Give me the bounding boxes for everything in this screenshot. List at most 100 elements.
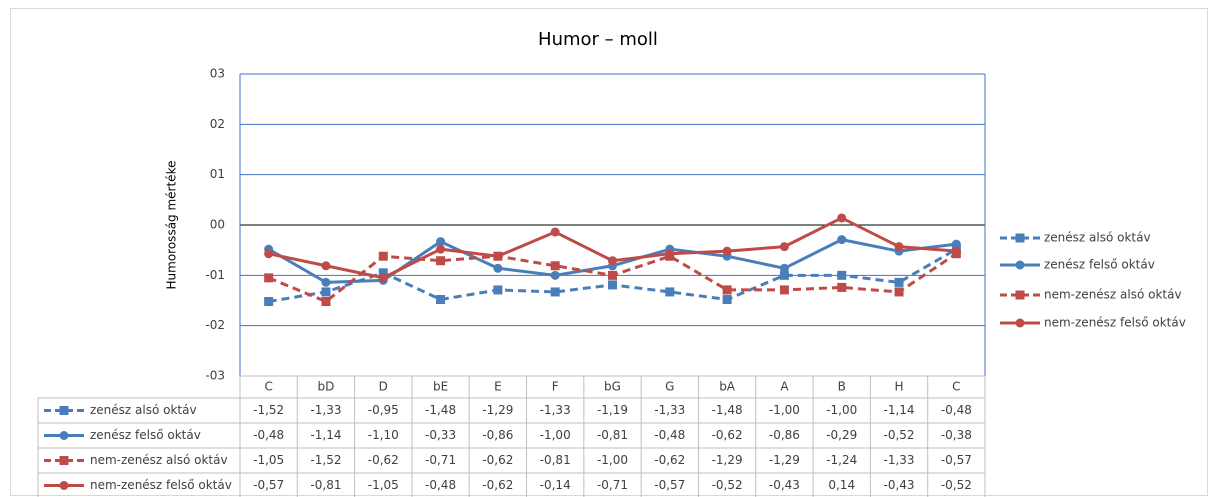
table-value: -0,52 [884, 428, 915, 442]
y-tick-label: 03 [210, 67, 225, 81]
table-value: -1,00 [540, 428, 571, 442]
y-tick-label: -01 [205, 268, 225, 282]
data-point [894, 242, 904, 252]
x-tick-label: bA [719, 380, 736, 394]
table-value: -0,52 [712, 478, 743, 492]
table-value: -0,86 [482, 428, 513, 442]
data-point [436, 294, 446, 304]
data-point [550, 287, 560, 297]
legend-marker [1015, 318, 1025, 328]
table-value: -1,00 [769, 403, 800, 417]
table-value: -1,33 [884, 453, 915, 467]
table-value: -1,14 [310, 428, 341, 442]
table-value: -0,48 [425, 478, 456, 492]
table-value: -1,33 [654, 403, 685, 417]
data-point [837, 270, 847, 280]
legend-marker [59, 431, 69, 440]
table-value: -0,71 [597, 478, 628, 492]
table-value: -1,48 [712, 403, 743, 417]
data-point [436, 244, 446, 254]
table-value: -0,14 [540, 478, 571, 492]
data-point [779, 242, 789, 252]
legend-label: zenész felső oktáv [1044, 258, 1155, 272]
table-value: -1,52 [310, 453, 341, 467]
x-tick-label: bD [318, 380, 335, 394]
table-value: -0,62 [712, 428, 743, 442]
data-point [951, 239, 961, 249]
x-tick-label: C [264, 380, 272, 394]
data-point [608, 256, 617, 266]
table-value: -1,48 [425, 403, 456, 417]
x-tick-label: E [494, 380, 502, 394]
y-tick-label: 02 [210, 117, 225, 131]
table-value: -1,33 [310, 403, 341, 417]
data-point [378, 273, 388, 283]
table-value: -0,62 [368, 453, 399, 467]
table-value: -0,43 [769, 478, 800, 492]
y-tick-label: -03 [205, 369, 225, 383]
table-value: -0,29 [826, 428, 857, 442]
table-value: -0,57 [941, 453, 972, 467]
table-value: -1,52 [253, 403, 284, 417]
data-point [493, 251, 503, 261]
legend-marker [1015, 233, 1025, 243]
chart-title: Humor – moll [538, 29, 658, 50]
data-point [321, 297, 331, 307]
table-value: -1,24 [826, 453, 857, 467]
y-tick-label: -02 [205, 318, 225, 332]
table-value: -1,10 [368, 428, 399, 442]
table-value: -1,00 [826, 403, 857, 417]
data-point [779, 270, 789, 280]
table-series-name: zenész alsó oktáv [90, 403, 197, 417]
data-point [779, 263, 789, 273]
data-point [378, 268, 388, 278]
data-point [894, 277, 904, 287]
table-value: -0,62 [482, 478, 513, 492]
data-point [837, 213, 847, 223]
table-value: -1,29 [712, 453, 743, 467]
x-tick-label: G [665, 380, 674, 394]
x-tick-label: bG [604, 380, 621, 394]
table-series-name: nem-zenész felső oktáv [90, 478, 232, 492]
legend-marker [59, 481, 69, 490]
table-value: -0,33 [425, 428, 456, 442]
data-point [321, 277, 331, 287]
legend-label: nem-zenész alsó oktáv [1044, 288, 1182, 302]
legend-marker [59, 456, 69, 465]
data-point [722, 285, 732, 295]
table-value: -0,52 [941, 478, 972, 492]
x-tick-label: D [379, 380, 388, 394]
data-point [550, 227, 560, 237]
table-value: -1,00 [597, 453, 628, 467]
x-tick-label: A [780, 380, 789, 394]
table-value: -0,62 [482, 453, 513, 467]
table-value: -0,48 [941, 403, 972, 417]
data-point [493, 263, 503, 273]
table-value: -0,62 [654, 453, 685, 467]
data-point [608, 270, 617, 280]
x-tick-label: C [952, 380, 960, 394]
table-value: 0,14 [828, 478, 855, 492]
y-axis-label: Humorosság mértéke [165, 161, 179, 290]
table-value: -1,33 [540, 403, 571, 417]
table-value: -0,48 [253, 428, 284, 442]
table-value: -0,71 [425, 453, 456, 467]
data-point [951, 246, 961, 256]
data-point [550, 261, 560, 271]
x-tick-label: bE [433, 380, 448, 394]
table-series-name: nem-zenész alsó oktáv [90, 453, 228, 467]
table-value: -1,19 [597, 403, 628, 417]
y-tick-label: 00 [210, 218, 225, 232]
data-point [665, 287, 675, 297]
table-value: -0,38 [941, 428, 972, 442]
data-point [722, 246, 732, 256]
data-point [722, 294, 732, 304]
y-tick-label: 01 [210, 167, 225, 181]
legend-label: zenész alsó oktáv [1044, 231, 1151, 245]
table-value: -0,81 [540, 453, 571, 467]
table-value: -0,81 [310, 478, 341, 492]
data-point [264, 297, 274, 307]
data-point [321, 261, 331, 271]
data-point [493, 285, 503, 295]
